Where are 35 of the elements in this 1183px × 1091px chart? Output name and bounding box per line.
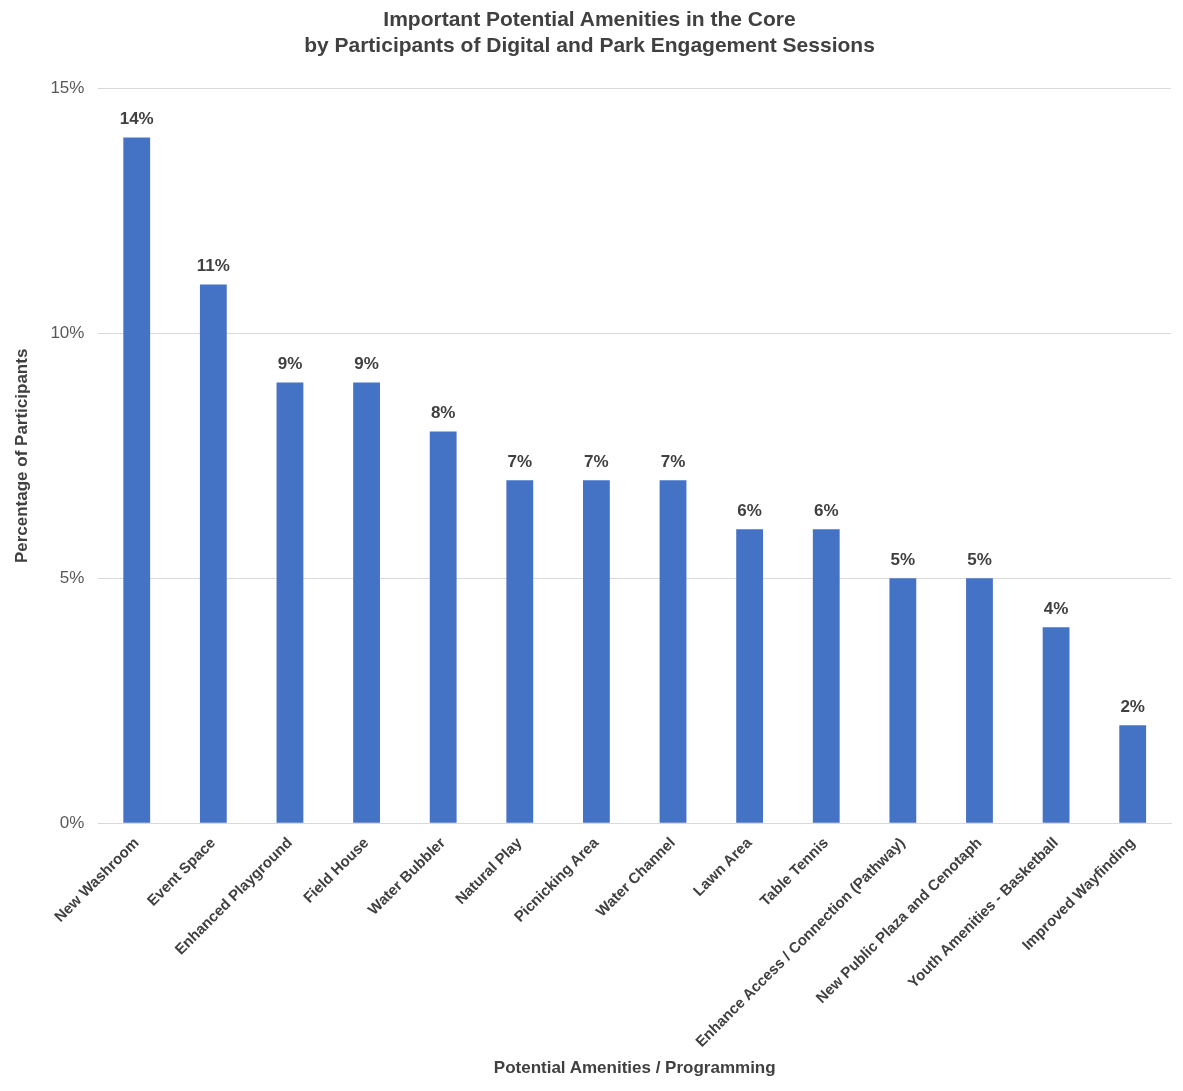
bar [1042, 627, 1070, 823]
data-label: 11% [196, 255, 230, 275]
chart-title: Important Potential Amenities in the Core by Participants of Digital and Park Engagement Sessions [304, 7, 875, 56]
data-label: 6% [813, 500, 839, 520]
bar [812, 529, 840, 823]
bar [889, 578, 917, 823]
data-label: 5% [890, 549, 916, 569]
bar [123, 137, 151, 823]
data-label: 5% [967, 549, 992, 569]
bar [429, 431, 457, 823]
bar [1119, 725, 1147, 823]
y-axis-title: Percentage of Participants [11, 348, 31, 564]
y-tick-label: 0% [59, 813, 85, 833]
bar [506, 480, 534, 823]
bar [353, 382, 380, 823]
bar [659, 480, 687, 823]
data-label: 6% [737, 500, 762, 520]
bar [583, 480, 610, 823]
data-label: 8% [430, 402, 456, 422]
data-label: 7% [507, 451, 533, 471]
data-label: 9% [277, 353, 303, 373]
bar [966, 578, 993, 823]
data-label: 9% [354, 353, 379, 373]
data-label: 14% [119, 108, 154, 128]
y-tick-label: 5% [59, 568, 85, 588]
bar [276, 382, 304, 823]
data-label: 4% [1043, 598, 1069, 618]
y-tick-label: 10% [50, 323, 85, 343]
y-tick-label: 15% [50, 78, 85, 98]
data-label: 2% [1120, 696, 1145, 716]
bar [199, 284, 227, 823]
data-label: 7% [584, 451, 609, 471]
bar [736, 529, 764, 823]
data-label: 7% [660, 451, 686, 471]
x-axis-title: Potential Amenities / Programming [493, 1058, 776, 1078]
